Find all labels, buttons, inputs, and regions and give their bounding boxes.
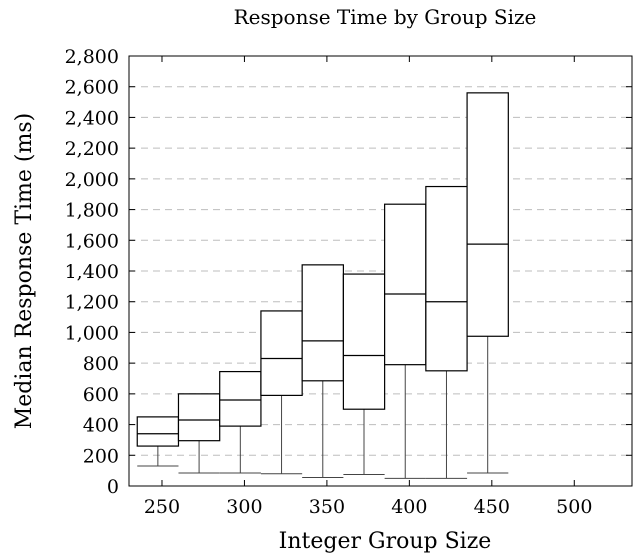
y-tick-label: 800 [83, 353, 119, 375]
box-body [466, 92, 509, 337]
box-item [136, 416, 180, 467]
box-item [219, 370, 262, 474]
y-tick-label: 0 [107, 476, 119, 498]
y-tick-label: 1,800 [65, 200, 119, 222]
y-tick-label: 1,600 [65, 230, 119, 252]
x-tick-label: 300 [226, 496, 262, 518]
box-item [425, 185, 468, 479]
box-body [219, 370, 262, 427]
box-body [301, 264, 344, 382]
box-item [260, 310, 303, 475]
box-body [260, 310, 303, 396]
x-tick-label: 400 [391, 496, 427, 518]
x-tick-label: 500 [556, 496, 592, 518]
box-series [136, 92, 509, 479]
x-tick-label: 350 [309, 496, 345, 518]
box-item [342, 273, 386, 475]
y-tick-label: 400 [83, 415, 119, 437]
y-tick-label: 1,400 [65, 261, 119, 283]
y-tick-label: 2,000 [65, 169, 119, 191]
y-axis-label: Median Response Time (ms) [12, 113, 37, 430]
box-item [466, 92, 509, 474]
box-body [177, 393, 221, 442]
box-item [384, 203, 427, 479]
x-axis-label: Integer Group Size [279, 529, 492, 554]
box-item [177, 393, 221, 474]
y-tick-label: 2,400 [65, 107, 119, 129]
box-body [384, 203, 427, 366]
y-tick-label: 1,200 [65, 292, 119, 314]
x-tick-label: 450 [474, 496, 510, 518]
y-tick-label: 2,600 [65, 77, 119, 99]
box-item [301, 264, 344, 479]
y-tick-label: 1,000 [65, 322, 119, 344]
box-body [136, 416, 180, 447]
y-tick-label: 600 [83, 384, 119, 406]
x-tick-label: 250 [144, 496, 180, 518]
box-body [342, 273, 386, 410]
y-tick-label: 2,200 [65, 138, 119, 160]
chart-title: Response Time by Group Size [234, 5, 537, 29]
box-body [425, 185, 468, 372]
y-tick-label: 200 [83, 445, 119, 467]
y-tick-label: 2,800 [65, 46, 119, 68]
axis-ticks: 0 200 400 600 800 1,000 1,200 1,400 1,600 1,800 2,… [65, 46, 632, 518]
